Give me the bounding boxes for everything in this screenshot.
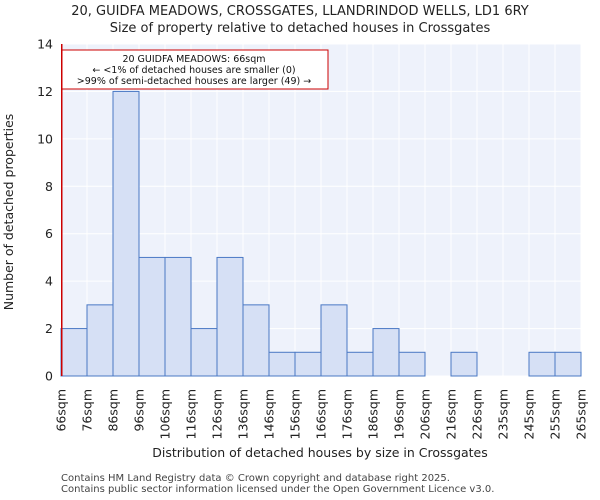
bar [190,328,218,377]
bar [86,304,114,377]
x-tick-label: 126sqm [210,389,225,439]
x-axis-label: Distribution of detached houses by size … [152,445,488,460]
bar [320,304,348,377]
footer-line-1: Contains HM Land Registry data © Crown c… [61,473,450,484]
bar [450,351,478,377]
y-tick-label: 6 [45,226,53,241]
bar [242,304,270,377]
x-tick-label: 206sqm [418,389,433,439]
bars [60,90,582,377]
x-tick-label: 156sqm [288,389,303,439]
bar [268,351,296,377]
x-tick-label: 216sqm [444,389,459,439]
annotation-line-2: ← <1% of detached houses are smaller (0) [92,65,295,76]
x-tick-label: 136sqm [236,389,251,439]
bar [294,351,322,377]
footer-line-2: Contains public sector information licen… [61,484,495,495]
x-tick-label: 116sqm [184,389,199,439]
bar [164,256,192,377]
x-tick-label: 96sqm [132,389,147,432]
bar [112,90,140,377]
x-tick-label: 186sqm [366,389,381,439]
y-tick-label: 0 [45,369,53,384]
annotation-box [61,49,329,90]
y-tick-label: 10 [37,131,53,146]
bar [528,351,556,377]
x-tick-label: 86sqm [106,389,121,432]
y-tick-label: 2 [45,321,53,336]
x-tick-label: 245sqm [522,389,537,439]
y-tick-label: 8 [45,179,53,194]
bar [398,351,426,377]
x-tick-label: 76sqm [80,389,95,432]
bar [372,328,400,377]
chart-subtitle: Size of property relative to detached ho… [110,21,491,36]
y-tick-labels: 0 2 4 6 8 10 12 14 [37,37,53,384]
y-tick-label: 12 [37,84,53,99]
x-tick-labels: 66sqm 76sqm 86sqm 96sqm 106sqm 116sqm 126sqm 13… [54,389,589,439]
bar [554,351,582,377]
x-tick-label: 176sqm [340,389,355,439]
annotation-line-1: 20 GUIDFA MEADOWS: 66sqm [122,54,265,65]
chart-title: 20, GUIDFA MEADOWS, CROSSGATES, LLANDRIN… [71,4,529,19]
bar [60,328,88,377]
x-tick-label: 235sqm [496,389,511,439]
bar [138,256,166,377]
x-tick-label: 265sqm [574,389,589,439]
x-tick-label: 196sqm [392,389,407,439]
x-tick-label: 106sqm [158,389,173,439]
annotation-line-3: >99% of semi-detached houses are larger … [77,76,311,87]
bar [346,351,374,377]
x-tick-label: 146sqm [262,389,277,439]
y-tick-label: 4 [45,274,53,289]
x-tick-label: 226sqm [470,389,485,439]
x-tick-label: 255sqm [548,389,563,439]
bar [216,256,244,377]
y-tick-label: 14 [37,37,53,52]
x-tick-label: 166sqm [314,389,329,439]
y-axis-label: Number of detached properties [1,114,16,311]
x-tick-label: 66sqm [54,389,69,432]
